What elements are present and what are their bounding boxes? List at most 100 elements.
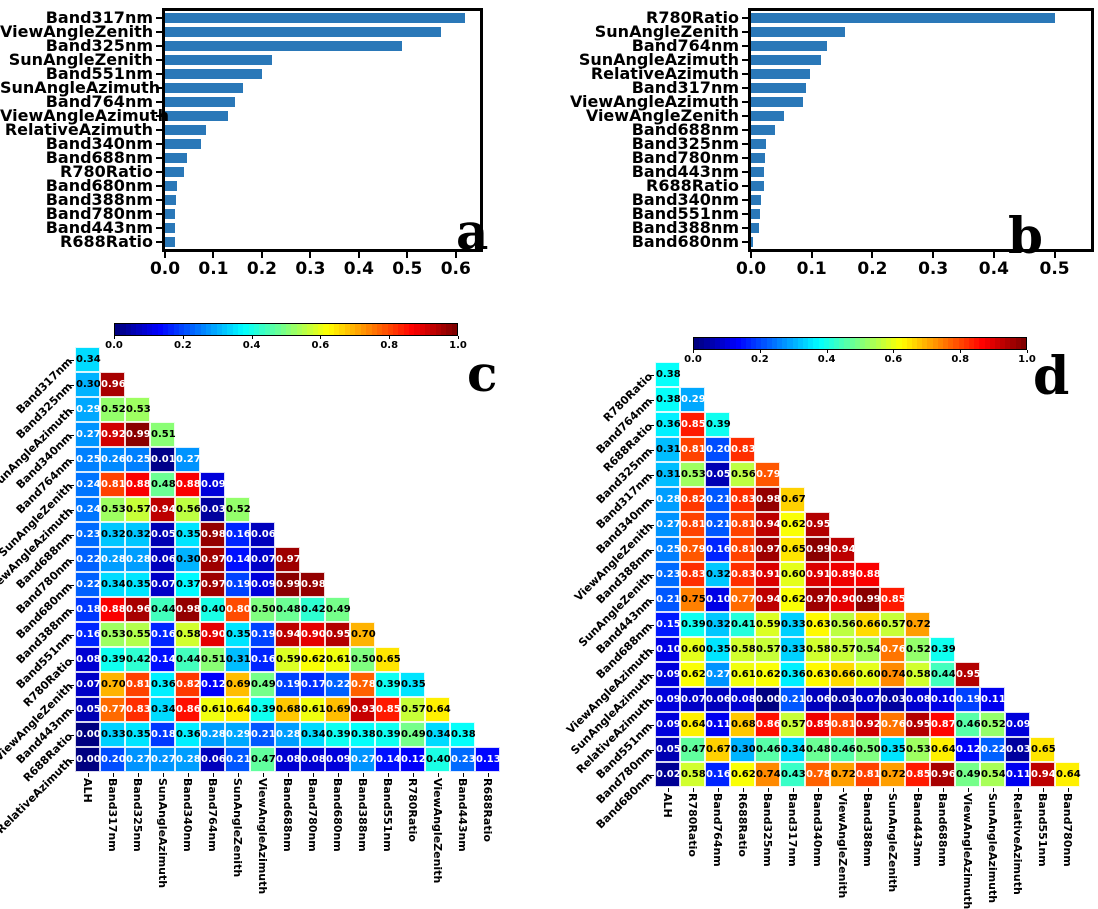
heatmap-cell: 0.09 <box>1005 712 1031 737</box>
y-tick-mark <box>156 17 162 19</box>
bar <box>751 111 785 121</box>
category-label: R780Ratio <box>646 8 739 27</box>
colorbar-tick-mark <box>893 350 895 353</box>
y-tick-mark <box>156 115 162 117</box>
heatmap-cell: 0.58 <box>680 762 706 787</box>
colorbar-gradient-slice <box>839 338 845 349</box>
row-tick-mark <box>70 659 74 661</box>
heatmap-cell: 0.69 <box>325 697 351 722</box>
heatmap-cell: 0.44 <box>175 647 201 672</box>
heatmap-cell: 0.56 <box>175 497 201 522</box>
heatmap-cell: 0.36 <box>150 672 176 697</box>
panel-label-a: a <box>456 202 489 261</box>
y-tick-mark <box>742 59 748 61</box>
heatmap-cell: 0.85 <box>905 762 931 787</box>
heatmap-cell: 0.81 <box>680 437 706 462</box>
heatmap-cell: 0.57 <box>755 637 781 662</box>
heatmap-cell: 0.92 <box>855 712 881 737</box>
x-tick-label: 0.4 <box>343 259 374 279</box>
x-tick-label: 0.0 <box>149 259 181 279</box>
y-tick-mark <box>156 241 162 243</box>
category-label: SunAngleZenith <box>594 22 739 41</box>
heatmap-cell: 0.95 <box>325 622 351 647</box>
category-label: ViewAngleZenith <box>0 22 154 41</box>
heatmap-cell: 0.55 <box>125 622 151 647</box>
heatmap-cell: 0.41 <box>730 612 756 637</box>
heatmap-cell: 0.42 <box>125 647 151 672</box>
heatmap-cell: 0.46 <box>755 737 781 762</box>
bar <box>165 209 176 219</box>
heatmap-cell: 0.34 <box>300 722 326 747</box>
column-tick-mark <box>917 788 919 792</box>
column-tick-mark <box>817 788 819 792</box>
heatmap-cell: 0.27 <box>705 662 731 687</box>
y-tick-mark <box>156 143 162 145</box>
heatmap-cell: 0.46 <box>955 712 981 737</box>
colorbar-gradient-slice <box>323 324 329 335</box>
heatmap-cell: 0.32 <box>705 612 731 637</box>
y-tick-mark <box>742 241 748 243</box>
y-tick-mark <box>156 73 162 75</box>
column-label: Band551nm <box>1036 793 1049 867</box>
heatmap-cell: 0.66 <box>855 612 881 637</box>
heatmap-cell: 0.68 <box>275 697 301 722</box>
colorbar-gradient-slice <box>446 324 452 335</box>
colorbar-gradient-slice <box>844 338 850 349</box>
colorbar-gradient-slice <box>163 324 169 335</box>
heatmap-cell: 0.38 <box>655 362 681 387</box>
bar <box>751 97 803 107</box>
heatmap-cell: 0.52 <box>980 712 1006 737</box>
heatmap-cell: 0.81 <box>730 537 756 562</box>
heatmap-cell: 0.81 <box>100 472 126 497</box>
category-label: Band317nm <box>45 8 153 27</box>
heatmap-cell: 0.39 <box>680 612 706 637</box>
heatmap-cell: 0.81 <box>680 512 706 537</box>
heatmap-cell: 0.95 <box>955 662 981 687</box>
heatmap-cell: 0.74 <box>755 762 781 787</box>
category-label: Band325nm <box>45 36 153 55</box>
heatmap-cell: 0.88 <box>175 472 201 497</box>
heatmap-cell: 0.86 <box>175 697 201 722</box>
heatmap-cell: 0.20 <box>705 437 731 462</box>
heatmap-cell: 0.16 <box>250 647 276 672</box>
bar <box>165 69 262 79</box>
colorbar-gradient-slice <box>414 324 420 335</box>
column-tick-mark <box>312 773 314 777</box>
heatmap-cell: 0.95 <box>805 512 831 537</box>
heatmap-cell: 0.11 <box>705 712 731 737</box>
bar <box>751 125 776 135</box>
column-tick-mark <box>187 773 189 777</box>
heatmap-cell: 0.23 <box>450 747 476 772</box>
bar <box>165 55 272 65</box>
heatmap-cell: 0.37 <box>175 572 201 597</box>
heatmap-cell: 0.85 <box>680 412 706 437</box>
bar <box>165 97 236 107</box>
heatmap-cell: 0.29 <box>75 397 101 422</box>
category-label: SunAngleAzimuth <box>578 50 739 69</box>
heatmap-cell: 0.03 <box>200 497 226 522</box>
bar <box>165 41 403 51</box>
row-tick-mark <box>650 699 654 701</box>
heatmap-cell: 0.56 <box>830 612 856 637</box>
colorbar-gradient-slice <box>243 324 249 335</box>
category-label: SunAngleZenith <box>8 50 153 69</box>
heatmap-cell: 0.08 <box>75 647 101 672</box>
colorbar-gradient-slice <box>740 338 746 349</box>
heatmap-cell: 0.27 <box>75 422 101 447</box>
row-tick-mark <box>70 534 74 536</box>
heatmap-cell: 0.08 <box>275 747 301 772</box>
category-label: Band317nm <box>631 78 739 97</box>
column-tick-mark <box>692 788 694 792</box>
colorbar-gradient-slice <box>403 324 409 335</box>
colorbar-gradient-slice <box>797 338 803 349</box>
column-label: Band764nm <box>711 793 724 867</box>
colorbar-gradient-slice <box>387 324 393 335</box>
heatmap-cell: 0.27 <box>350 747 376 772</box>
y-tick-mark <box>742 171 748 173</box>
heatmap-cell: 0.98 <box>200 522 226 547</box>
heatmap-cell: 0.44 <box>930 662 956 687</box>
row-tick-mark <box>70 509 74 511</box>
colorbar-gradient-slice <box>227 324 233 335</box>
heatmap-cell: 0.58 <box>805 637 831 662</box>
colorbar-gradient-slice <box>1020 338 1026 349</box>
